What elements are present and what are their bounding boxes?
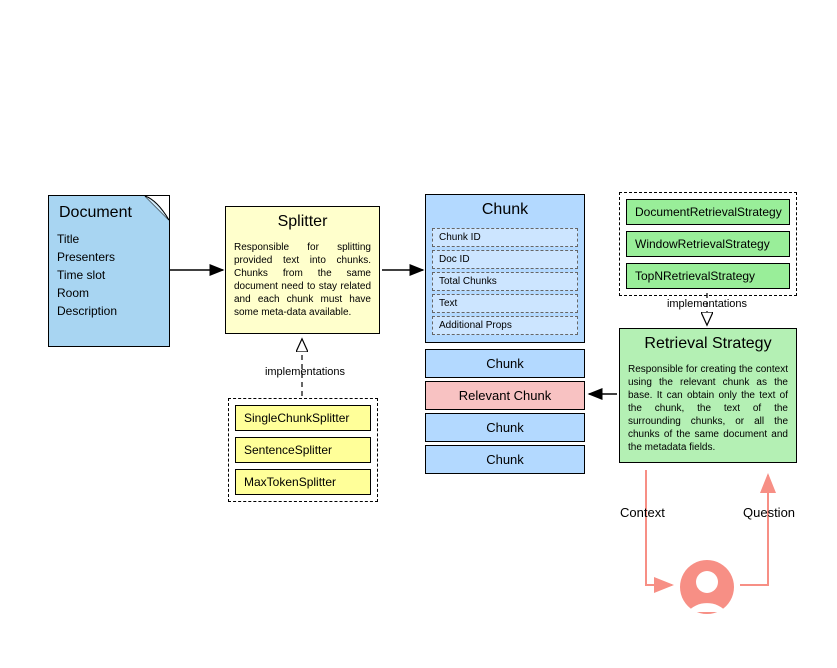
doc-field: Time slot: [57, 266, 161, 284]
chunk-item: Chunk: [425, 413, 585, 442]
chunk-attr: Total Chunks: [432, 272, 578, 291]
splitter-impl-group: SingleChunkSplitter SentenceSplitter Max…: [228, 398, 378, 502]
doc-field: Title: [57, 230, 161, 248]
splitter-box: Splitter Responsible for splitting provi…: [225, 206, 380, 334]
chunk-item: Chunk: [425, 349, 585, 378]
doc-field: Room: [57, 284, 161, 302]
context-label: Context: [620, 505, 665, 520]
splitter-title: Splitter: [226, 207, 379, 237]
splitter-impl-label: implementations: [260, 366, 350, 378]
splitter-desc: Responsible for splitting provided text …: [226, 237, 379, 323]
chunk-box: Chunk Chunk ID Doc ID Total Chunks Text …: [425, 194, 585, 343]
doc-field: Presenters: [57, 248, 161, 266]
strategy-desc: Responsible for creating the context usi…: [620, 359, 796, 462]
document-fields: Title Presenters Time slot Room Descript…: [49, 226, 169, 324]
relevant-chunk-item: Relevant Chunk: [425, 381, 585, 410]
splitter-impl: SingleChunkSplitter: [235, 405, 371, 431]
strategy-impl-group: DocumentRetrievalStrategy WindowRetrieva…: [619, 192, 797, 296]
chunk-attr: Chunk ID: [432, 228, 578, 247]
splitter-impl: SentenceSplitter: [235, 437, 371, 463]
strategy-impl: DocumentRetrievalStrategy: [626, 199, 790, 225]
diagram-canvas: Document Title Presenters Time slot Room…: [0, 0, 837, 668]
strategy-impl-label: implementations: [662, 298, 752, 310]
strategy-impl: WindowRetrievalStrategy: [626, 231, 790, 257]
document-box: Document Title Presenters Time slot Room…: [48, 195, 170, 347]
user-icon: [672, 552, 742, 622]
chunk-attr: Additional Props: [432, 316, 578, 335]
doc-field: Description: [57, 302, 161, 320]
chunk-title: Chunk: [426, 195, 584, 225]
chunk-item: Chunk: [425, 445, 585, 474]
chunk-attr: Text: [432, 294, 578, 313]
chunk-attr: Doc ID: [432, 250, 578, 269]
splitter-impl: MaxTokenSplitter: [235, 469, 371, 495]
question-label: Question: [743, 505, 795, 520]
strategy-box: Retrieval Strategy Responsible for creat…: [619, 328, 797, 463]
strategy-impl: TopNRetrievalStrategy: [626, 263, 790, 289]
strategy-title: Retrieval Strategy: [620, 329, 796, 359]
